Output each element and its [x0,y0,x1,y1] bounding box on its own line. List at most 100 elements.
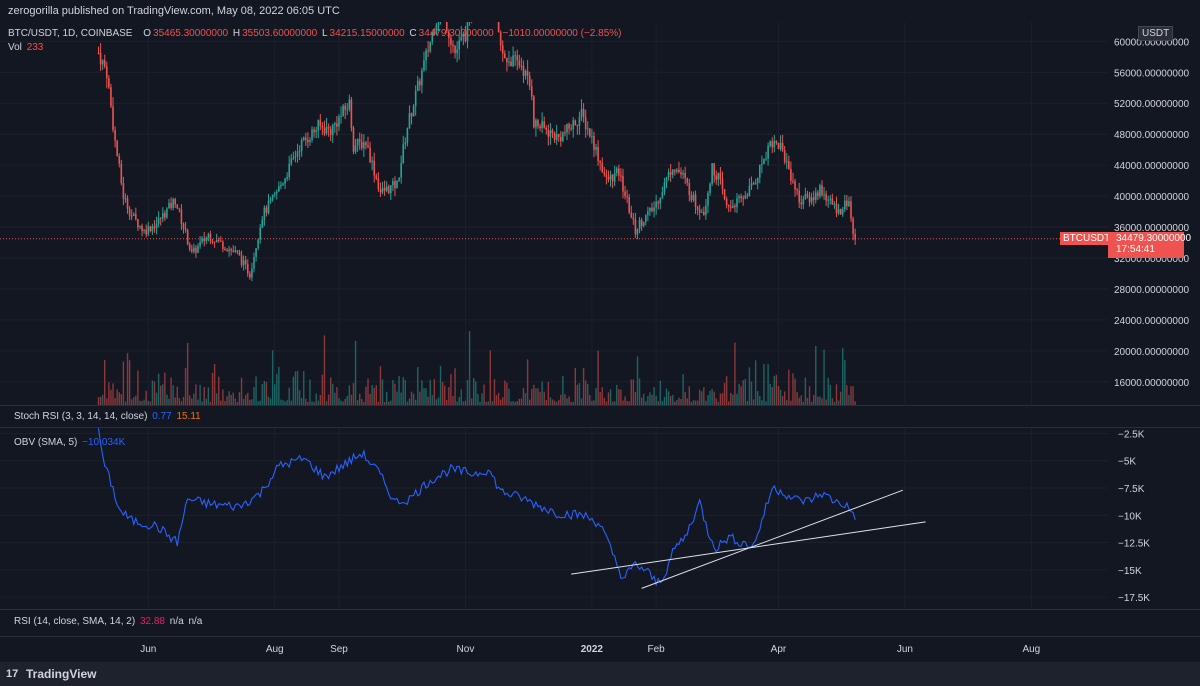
candle-body [831,198,834,205]
candle-body [756,177,759,183]
volume-bar [649,392,651,405]
stoch-rsi-panel[interactable]: Stoch RSI (3, 3, 14, 14, close) 0.77 15.… [0,406,1108,426]
price-chart[interactable] [0,22,1108,405]
volume-bar [261,384,263,405]
volume-bar [713,391,715,405]
separator[interactable] [0,609,1200,610]
volume-bar [761,400,763,405]
volume-bar [630,379,632,405]
volume-bar [410,391,413,405]
volume-bar [661,401,664,405]
volume-bar [477,394,479,405]
volume-bar [108,382,110,405]
volume-bar [502,397,504,405]
candle-body [215,239,218,243]
volume-bar [456,401,458,405]
volume-bar [350,394,353,405]
candle-body [282,183,284,185]
candle-body [705,205,707,215]
candle-body [346,109,349,111]
volume-bar [781,395,784,405]
obv-axis[interactable]: −2.5K −5K −7.5K −10K −12.5K −15K −17.5K [1108,428,1200,608]
candle-body [622,175,624,192]
candle-body [464,33,467,42]
volume-bar [452,395,454,405]
candle-body [746,195,749,197]
volume-bar [663,396,666,405]
volume-bar [454,368,456,405]
candle-body [647,211,649,216]
candle-body [659,197,662,204]
volume-bar [520,398,523,405]
volume-bar [763,364,765,405]
candle-body [572,120,575,129]
separator[interactable] [0,427,1200,428]
candle-body [383,187,386,191]
volume-bar [846,385,848,405]
candle-body [147,226,150,235]
symbol-label[interactable]: BTC/USDT, 1D, COINBASE [8,28,133,39]
candle-body [589,128,591,137]
volume-bar [352,382,355,405]
separator[interactable] [0,405,1200,406]
tradingview-brand[interactable]: TradingView [26,667,97,681]
candle-body [846,200,848,207]
volume-bar [375,385,377,405]
candle-body [651,207,653,212]
candle-body [692,194,695,201]
candle-body [230,249,232,251]
candle-body [267,200,270,213]
time-axis-labels: Jun Aug Sep Nov 2022 Feb Apr Jun Aug [140,644,1040,655]
candle-body [657,201,660,204]
currency-badge[interactable]: USDT [1138,26,1174,41]
obv-chart[interactable] [0,428,1108,608]
candle-body [499,32,502,46]
volume-bar [643,393,645,405]
volume-bar [332,383,334,405]
volume-bar [99,396,102,405]
volume-bar [396,391,398,405]
time-axis[interactable]: Jun Aug Sep Nov 2022 Feb Apr Jun Aug [0,636,1200,663]
volume-bar [284,401,286,405]
rsi-label: RSI (14, close, SMA, 14, 2) [14,616,136,627]
candle-body [827,199,830,201]
rsi-panel[interactable]: RSI (14, close, SMA, 14, 2) 32.88 n/a n/… [0,610,1108,636]
volume-bar [829,384,831,405]
candle-body [452,44,454,47]
candle-body [195,247,197,253]
volume-bar [833,401,836,405]
volume-bar [692,400,695,405]
candle-body [559,136,562,142]
candle-body [823,194,825,196]
candle-body [634,219,637,235]
last-price-value: 34479.30000000 [1116,233,1192,244]
volume-bar [771,387,773,405]
volume-bar [269,398,272,405]
volume-bar [682,374,684,405]
candle-body [350,99,353,129]
obv-panel[interactable]: OBV (SMA, 5) −10.034K [0,428,1108,608]
volume-bar [207,387,210,405]
candle-body [141,225,143,231]
volume-bar [591,400,593,405]
volume-bar [414,399,417,405]
candle-body [607,176,610,180]
change-value: −1010.00000000 (−2.85%) [502,28,622,39]
candle-body [520,65,523,67]
volume-bar [106,398,108,405]
volume-bar [638,378,641,405]
close-label: C [409,28,417,39]
volume-bar [701,391,703,405]
price-axis[interactable]: 60000.00000000 56000.00000000 52000.000000… [1108,22,1200,405]
volume-bar [647,396,649,405]
candle-body [533,96,535,128]
volume-bar [186,342,189,405]
price-panel[interactable]: BTC/USDT, 1D, COINBASE O 35465.30000000 H… [0,22,1108,405]
volume-bar [435,399,438,405]
volume-bar [620,389,622,405]
volume-bar [752,399,755,405]
volume-bar [854,401,856,405]
candle-body [419,80,421,86]
candle-body [535,120,537,128]
candle-body [628,197,630,213]
